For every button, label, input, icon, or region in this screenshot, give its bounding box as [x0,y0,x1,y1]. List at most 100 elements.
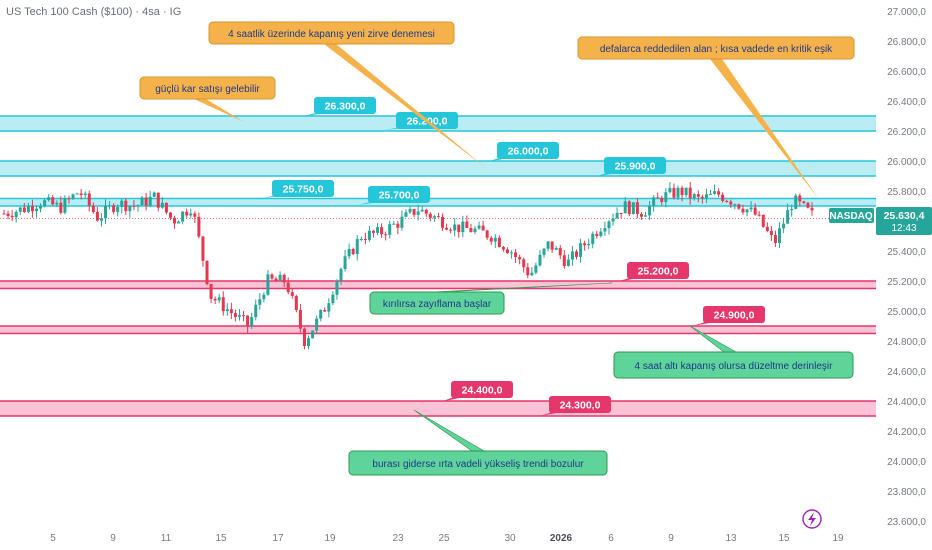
candle-up [55,202,59,205]
candle-down [144,197,148,206]
annotation-pointer [710,59,818,198]
candle-down [124,200,128,212]
price-label-box [314,97,376,114]
annotation-text: defalarca reddedilen alan ; kısa vadede … [600,44,833,55]
candle-down [769,230,773,236]
candle-down [810,207,814,211]
candle-up [75,193,79,195]
price-label-text: 25.750,0 [283,184,324,196]
candle-down [457,224,461,233]
candle-down [481,225,485,231]
candle-down [505,249,509,254]
candle-down [112,205,116,212]
candle-up [408,209,412,213]
candle-up [331,294,335,304]
candle-up [644,215,648,217]
price-label-box [549,396,611,413]
candle-up [534,265,538,273]
candle-down [282,274,286,283]
y-tick-label: 24.400,0 [887,397,926,408]
candle-down [672,188,676,198]
candle-down [729,201,733,205]
candle-down [2,213,6,215]
x-tick-label: 19 [832,533,844,544]
x-tick-label: 11 [161,533,172,544]
candle-up [140,197,144,206]
candle-down [656,197,660,199]
candle-down [168,212,172,218]
y-tick-label: 25.400,0 [887,247,926,258]
candle-up [355,239,359,255]
candle-up [461,221,465,233]
price-label-box [272,180,334,197]
candle-down [639,213,643,217]
annotation-box [139,76,276,100]
candle-down [428,213,432,218]
candle-up [676,187,680,198]
candle-up [136,205,140,207]
y-tick-label: 24.200,0 [887,427,926,438]
price-badge-value: 25.630,4 [884,210,925,222]
candle-up [607,221,611,229]
candle-up [160,202,164,208]
candle-down [323,309,327,312]
price-badge [876,207,932,235]
candle-down [489,237,493,242]
candle-down [396,223,400,228]
symbol-badge [829,208,874,223]
y-tick-label: 25.200,0 [887,277,926,288]
candle-down [753,207,757,215]
candle-up [177,221,181,224]
candle-up [34,208,38,212]
candle-down [449,229,453,231]
y-tick-label: 25.000,0 [887,307,926,318]
zone-support-4 [0,326,876,334]
candle-down [209,283,213,299]
candle-down [298,310,302,329]
candle-up [108,205,112,207]
annotation-text: 4 saatlik üzerinde kapanış yeni zirve de… [228,29,435,40]
candle-up [47,197,51,201]
candle-up [599,231,603,237]
candle-up [367,230,371,240]
annotation-pointer [194,99,244,122]
candle-up [591,233,595,245]
x-tick-label: 2026 [550,533,573,544]
candle-up [579,243,583,257]
candle-down [700,196,704,199]
candle-up [778,228,782,244]
candle-up [376,227,380,233]
candle-down [757,214,761,216]
candle-down [424,209,428,214]
price-label-box [627,262,689,279]
candle-up [104,205,108,219]
candle-up [225,309,229,312]
candle-up [347,248,351,257]
price-badge-countdown: 12:43 [891,223,916,234]
candle-up [339,269,343,281]
candle-down [725,200,729,202]
candle-down [201,236,205,261]
chart-title: US Tech 100 Cash ($100) · 4sa · IG [6,6,182,18]
candle-down [696,194,700,197]
annotation-box [348,450,608,476]
candle-down [514,252,518,257]
y-tick-label: 26.000,0 [887,157,926,168]
x-tick-label: 23 [392,533,404,544]
candle-up [786,210,790,224]
candle-up [63,198,67,213]
y-tick-label: 24.600,0 [887,367,926,378]
candle-down [132,205,136,207]
candle-up [152,192,156,197]
lightning-icon[interactable] [802,509,822,529]
price-label-text: 25.200,0 [638,266,679,278]
candle-down [79,193,83,196]
candle-up [790,208,794,211]
candle-down [91,205,95,213]
candle-down [380,227,384,235]
candle-up [14,211,18,218]
candle-up [611,218,615,222]
candle-up [546,241,550,249]
